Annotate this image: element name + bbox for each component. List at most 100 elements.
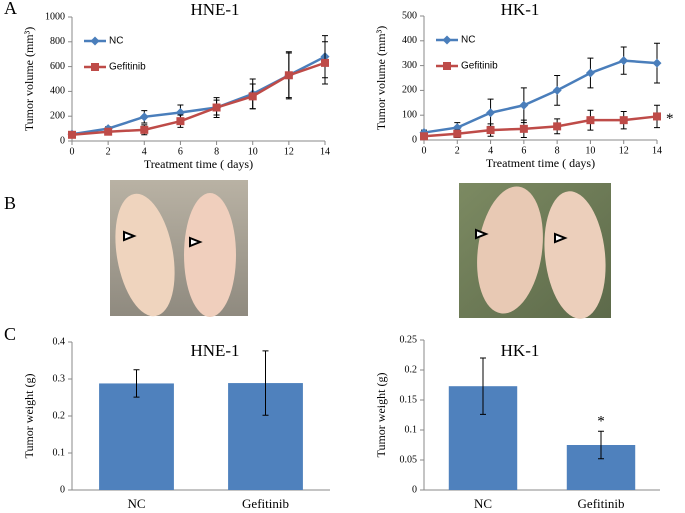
y-tick-label: 0.25 <box>400 334 418 345</box>
chart-title: HNE-1 <box>190 0 239 19</box>
x-tick-label: Gefitinib <box>242 496 289 511</box>
panel-label: C <box>4 324 16 344</box>
legend-marker <box>443 62 451 70</box>
y-tick-label: 0.15 <box>400 394 418 405</box>
point <box>486 126 495 135</box>
error-bar <box>133 369 140 398</box>
y-tick-label: 0.1 <box>405 424 418 435</box>
x-tick-label: 4 <box>142 146 147 157</box>
x-tick-label: 6 <box>178 146 183 157</box>
point <box>486 108 496 118</box>
panel-label: A <box>4 0 17 18</box>
y-tick-label: 0.2 <box>405 364 418 375</box>
point <box>519 100 529 110</box>
x-tick-label: 8 <box>214 146 219 157</box>
point <box>212 103 221 112</box>
x-axis-label: Treatment time ( days) <box>486 156 595 170</box>
y-axis-label: Tumor weight (g) <box>374 373 388 458</box>
x-tick-label: 10 <box>585 145 595 156</box>
y-axis-label: Tumor volume (mm³) <box>374 26 388 131</box>
panel-label: B <box>4 193 16 213</box>
chart-title: HNE-1 <box>190 341 239 360</box>
x-tick-label: NC <box>474 496 492 511</box>
point <box>519 124 528 133</box>
y-tick-label: 1000 <box>45 11 65 22</box>
y-tick-label: 0 <box>60 135 65 146</box>
x-tick-label: 14 <box>652 145 662 156</box>
y-tick-label: 0 <box>412 484 417 495</box>
point <box>553 122 562 131</box>
y-tick-label: 0 <box>412 134 417 145</box>
x-tick-label: 12 <box>619 145 629 156</box>
point <box>652 58 662 68</box>
point <box>653 112 661 121</box>
x-tick-label: Gefitinib <box>578 496 625 511</box>
error-bar <box>480 357 486 415</box>
y-tick-label: 200 <box>50 110 65 121</box>
x-tick-label: 6 <box>521 145 526 156</box>
y-tick-label: 800 <box>50 36 65 47</box>
annotation: * <box>597 414 605 430</box>
point <box>619 56 629 66</box>
legend-marker <box>442 35 452 45</box>
y-tick-label: 0.2 <box>53 410 66 421</box>
annotation: * <box>666 111 674 127</box>
point <box>284 71 293 80</box>
point <box>139 112 149 122</box>
y-tick-label: 0.3 <box>53 373 66 384</box>
bar <box>99 383 174 490</box>
point <box>68 130 76 139</box>
legend-label: NC <box>109 36 123 47</box>
error-bar <box>262 350 269 416</box>
x-tick-label: 14 <box>320 146 330 157</box>
y-tick-label: 0.05 <box>400 454 418 465</box>
y-tick-label: 0.4 <box>53 336 66 347</box>
point <box>453 129 462 138</box>
y-tick-label: 500 <box>402 10 417 21</box>
y-tick-label: 100 <box>402 109 417 120</box>
point <box>619 116 628 125</box>
point <box>321 58 329 67</box>
chart-title: HK-1 <box>501 341 540 360</box>
y-tick-label: 400 <box>402 35 417 46</box>
legend-label: Gefitinib <box>109 62 146 73</box>
x-axis-label: Treatment time ( days) <box>144 157 253 171</box>
series-line <box>423 115 658 138</box>
y-tick-label: 300 <box>402 60 417 71</box>
point <box>552 85 562 95</box>
point <box>248 92 257 101</box>
x-tick-label: 0 <box>422 145 427 156</box>
x-tick-label: 0 <box>70 146 75 157</box>
legend-marker <box>91 63 99 71</box>
y-axis-label: Tumor weight (g) <box>22 374 36 459</box>
x-tick-label: 4 <box>488 145 493 156</box>
x-tick-label: 2 <box>455 145 460 156</box>
legend-label: NC <box>461 35 475 46</box>
point <box>176 117 185 126</box>
y-tick-label: 600 <box>50 61 65 72</box>
x-tick-label: 12 <box>284 146 294 157</box>
x-tick-label: 2 <box>106 146 111 157</box>
photo <box>459 183 611 319</box>
y-axis-label: Tumor volume (mm³) <box>22 27 36 132</box>
point <box>586 116 595 125</box>
y-tick-label: 0.1 <box>53 447 66 458</box>
error-bar <box>598 430 604 460</box>
x-tick-label: 10 <box>248 146 258 157</box>
series-line <box>423 59 658 134</box>
photo <box>110 180 248 317</box>
x-tick-label: NC <box>127 496 145 511</box>
y-tick-label: 0 <box>60 484 65 495</box>
point <box>140 125 149 134</box>
x-tick-label: 8 <box>555 145 560 156</box>
point <box>585 68 595 78</box>
legend-label: Gefitinib <box>461 61 498 72</box>
point <box>104 127 113 136</box>
point <box>420 132 428 141</box>
y-tick-label: 200 <box>402 85 417 96</box>
y-tick-label: 400 <box>50 86 65 97</box>
series-line <box>71 61 326 137</box>
legend-marker <box>90 36 100 46</box>
chart-title: HK-1 <box>501 0 540 19</box>
